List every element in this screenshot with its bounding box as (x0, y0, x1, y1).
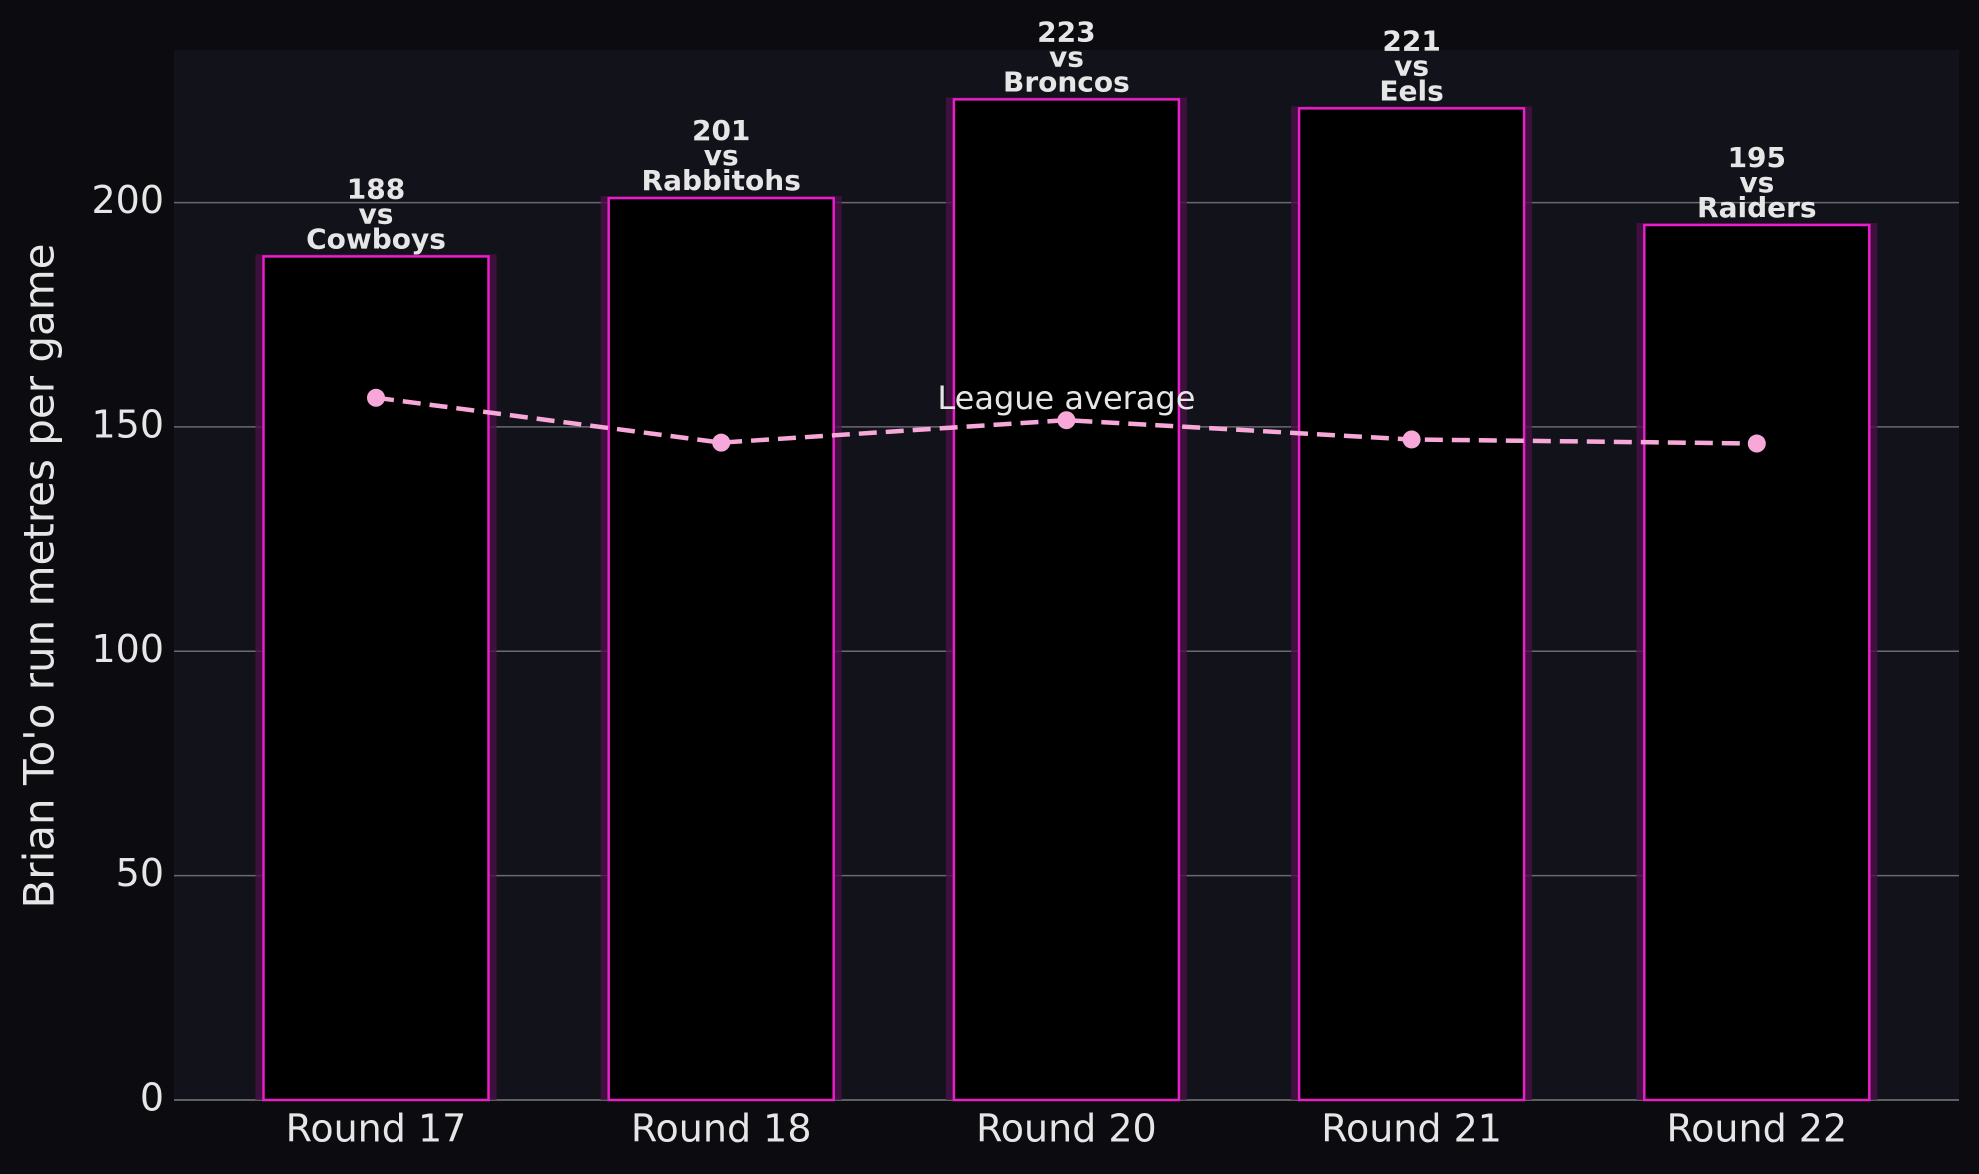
league-average-point (1057, 411, 1076, 430)
x-tick-label: Round 18 (631, 1107, 812, 1151)
vs-label: vs (1739, 166, 1774, 199)
bar (952, 98, 1181, 1102)
y-tick-label: 100 (91, 627, 164, 671)
league-average-point (1402, 430, 1421, 449)
value-label: 223 (1037, 15, 1095, 48)
vs-label: vs (704, 139, 739, 172)
y-tick-label: 200 (91, 178, 164, 222)
league-average-label: League average (937, 379, 1195, 417)
opponent-label: Raiders (1697, 191, 1817, 224)
x-tick-label: Round 20 (976, 1107, 1157, 1151)
value-label: 221 (1382, 24, 1440, 57)
x-tick-label: Round 21 (1321, 1107, 1502, 1151)
vs-label: vs (1049, 40, 1084, 73)
bar (607, 196, 835, 1102)
bar (262, 255, 490, 1102)
y-axis-label: Brian To'o run metres per game (15, 243, 64, 908)
y-tick-label: 0 (140, 1076, 164, 1120)
opponent-label: Rabbitohs (642, 164, 801, 197)
value-label: 195 (1728, 141, 1786, 174)
x-tick-label: Round 17 (286, 1107, 467, 1151)
league-average-point (367, 388, 385, 407)
vs-label: vs (1394, 49, 1429, 82)
value-label: 201 (692, 114, 750, 147)
bar (1297, 107, 1526, 1102)
value-label: 188 (347, 172, 405, 205)
league-average-point (1747, 434, 1766, 453)
opponent-label: Eels (1379, 74, 1443, 107)
league-average-line (375, 395, 1757, 446)
opponent-label: Broncos (1003, 65, 1130, 98)
vs-label: vs (359, 197, 394, 230)
bar (1643, 223, 1871, 1102)
y-tick-label: 150 (91, 402, 164, 446)
x-tick-label: Round 22 (1666, 1107, 1847, 1151)
league-average-point (712, 433, 731, 452)
opponent-label: Cowboys (306, 222, 446, 255)
y-tick-label: 50 (116, 851, 164, 895)
